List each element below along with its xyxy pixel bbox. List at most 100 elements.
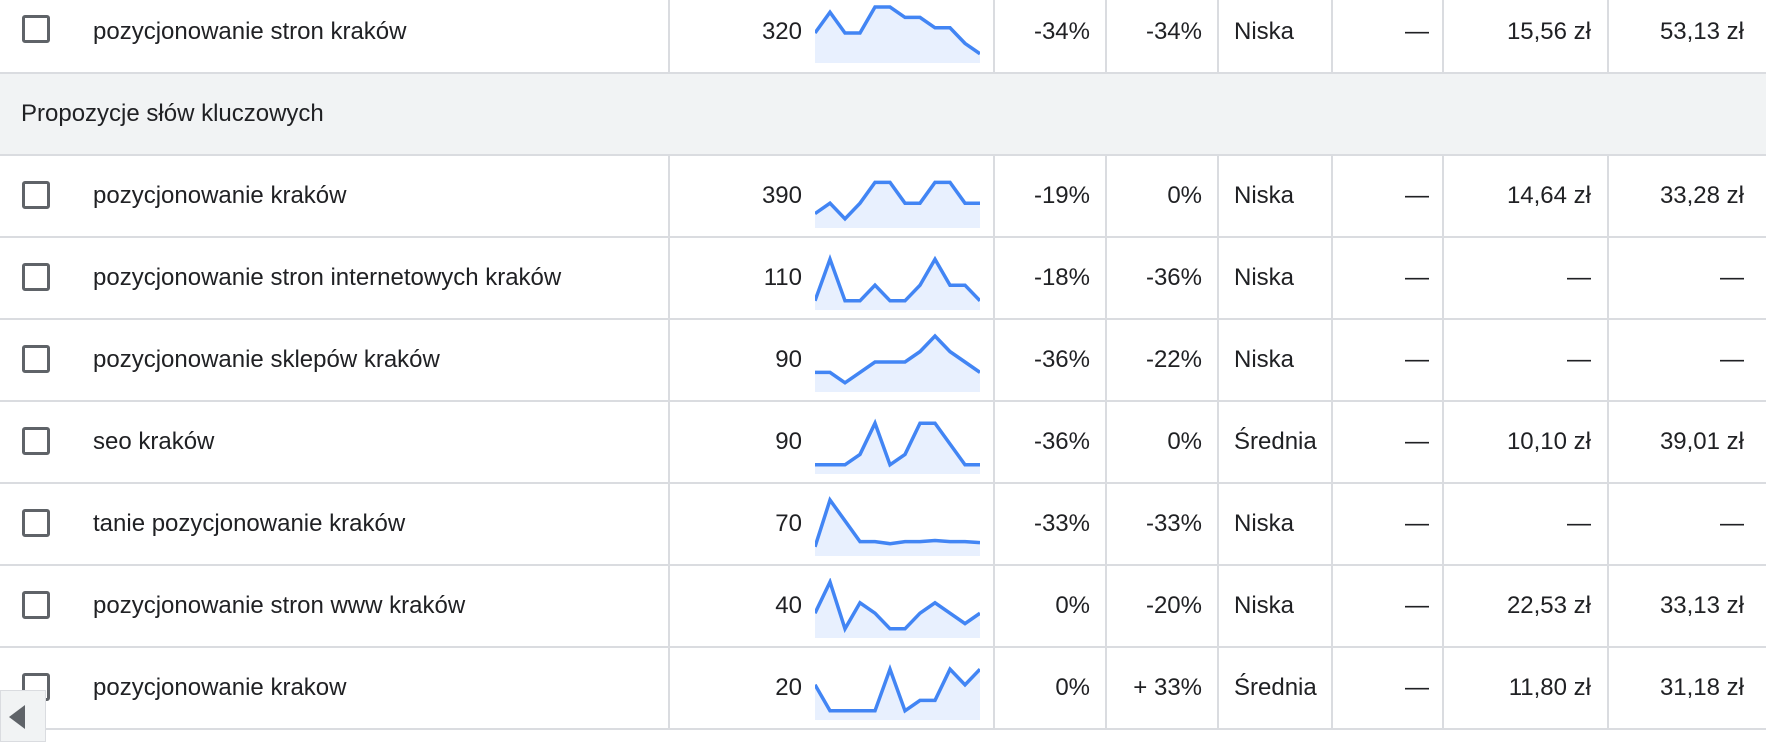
trend-line [815,254,980,303]
trend-area [815,259,980,310]
trend-line [815,180,980,222]
avg-monthly-searches: 70 [775,510,802,537]
keyword-text: tanie pozycjonowanie kraków [93,510,406,537]
trend-line [815,578,980,634]
trend-line [815,418,980,468]
ad-impression-share: — [1405,182,1429,209]
row-checkbox[interactable] [22,263,50,291]
top-of-page-bid-low: 22,53 zł [1506,592,1591,619]
top-of-page-bid-low: — [1567,264,1591,291]
table-row[interactable]: pozycjonowanie sklepów kraków 90 -36% -22% N… [0,320,1766,402]
row-checkbox[interactable] [22,15,50,43]
chevron-left-icon [9,705,25,729]
competition-level: Niska [1234,346,1295,373]
competition-level: Niska [1234,510,1295,537]
top-of-page-bid-low: 15,56 zł [1506,18,1591,45]
trend-area [815,336,980,392]
avg-monthly-searches: 390 [761,182,802,209]
competition-level: Średnia [1234,674,1317,701]
yoy-change: -36% [1145,264,1202,291]
avg-monthly-searches: 320 [761,18,802,45]
top-of-page-bid-low: 14,64 zł [1506,182,1591,209]
top-of-page-bid-high: — [1720,346,1744,373]
avg-monthly-searches: 40 [775,592,802,619]
table-row[interactable]: seo kraków 90 -36% 0% Średnia — 10,10 zł 39,01 … [0,402,1766,484]
yoy-change: -22% [1145,346,1202,373]
trend-line [815,333,980,385]
top-of-page-bid-low: — [1567,510,1591,537]
trend-line [815,664,980,714]
competition-level: Niska [1234,264,1295,291]
trend-area [815,582,980,638]
row-checkbox[interactable] [22,345,50,373]
three-month-change: 0% [1055,674,1090,701]
three-month-change: -33% [1033,510,1090,537]
trend-area [815,182,980,228]
trend-sparkline [815,496,980,556]
avg-monthly-searches: 90 [775,346,802,373]
ad-impression-share: — [1405,510,1429,537]
top-of-page-bid-low: 11,80 zł [1508,674,1591,701]
yoy-change: -34% [1145,18,1202,45]
table-row[interactable]: pozycjonowanie krakow 20 0% + 33% Średnia — 11… [0,648,1766,730]
yoy-change: 0% [1167,428,1202,455]
scroll-left-button[interactable] [0,690,46,742]
table-row[interactable]: pozycjonowanie kraków 390 -19% 0% Niska — 14,6… [0,156,1766,238]
ad-impression-share: — [1405,428,1429,455]
ad-impression-share: — [1405,346,1429,373]
table-row[interactable]: tanie pozycjonowanie kraków 70 -33% -33% Nis… [0,484,1766,566]
row-checkbox[interactable] [22,509,50,537]
yoy-change: -20% [1145,592,1202,619]
competition-level: Niska [1234,18,1295,45]
ad-impression-share: — [1405,674,1429,701]
table-row[interactable]: pozycjonowanie stron internetowych krakó… [0,238,1766,320]
row-checkbox[interactable] [22,591,50,619]
trend-sparkline [815,180,980,228]
trend-sparkline [815,664,980,720]
keyword-text: pozycjonowanie stron internetowych krakó… [93,264,562,291]
trend-sparkline [815,418,980,474]
row-checkbox[interactable] [22,181,50,209]
three-month-change: -36% [1033,428,1090,455]
competition-level: Niska [1234,182,1295,209]
top-of-page-bid-high: 33,13 zł [1659,592,1744,619]
avg-monthly-searches: 20 [775,674,802,701]
ad-impression-share: — [1405,264,1429,291]
keyword-text: pozycjonowanie krakow [93,674,347,701]
three-month-change: -34% [1033,18,1090,45]
trend-area [815,7,980,63]
trend-line [815,5,980,56]
keyword-text: pozycjonowanie stron www kraków [93,592,466,619]
top-of-page-bid-high: — [1720,510,1744,537]
top-of-page-bid-high: 39,01 zł [1659,428,1744,455]
table-row[interactable]: pozycjonowanie stron kraków 320 -34% -34… [0,0,1766,74]
keyword-text: pozycjonowanie sklepów kraków [93,346,440,373]
table-row[interactable]: pozycjonowanie stron www kraków 40 0% -20% N… [0,566,1766,648]
yoy-change: 0% [1167,182,1202,209]
keyword-text: seo kraków [93,428,215,455]
trend-sparkline [815,578,980,638]
trend-line [815,496,980,548]
top-of-page-bid-high: — [1720,264,1744,291]
keyword-text: pozycjonowanie stron kraków [93,18,407,45]
row-checkbox[interactable] [22,427,50,455]
avg-monthly-searches: 110 [763,264,802,291]
section-header: Propozycje słów kluczowych [0,74,1766,156]
keyword-text: pozycjonowanie kraków [93,182,347,209]
trend-area [815,423,980,474]
competition-level: Niska [1234,592,1295,619]
three-month-change: 0% [1055,592,1090,619]
yoy-change: -33% [1145,510,1202,537]
top-of-page-bid-high: 31,18 zł [1659,674,1744,701]
top-of-page-bid-low: — [1567,346,1591,373]
three-month-change: -18% [1033,264,1090,291]
section-title: Propozycje słów kluczowych [21,100,324,127]
trend-sparkline [815,5,980,63]
trend-sparkline [815,254,980,310]
three-month-change: -19% [1033,182,1090,209]
ad-impression-share: — [1405,592,1429,619]
avg-monthly-searches: 90 [775,428,802,455]
three-month-change: -36% [1033,346,1090,373]
trend-area [815,500,980,556]
yoy-change: + 33% [1133,674,1202,701]
